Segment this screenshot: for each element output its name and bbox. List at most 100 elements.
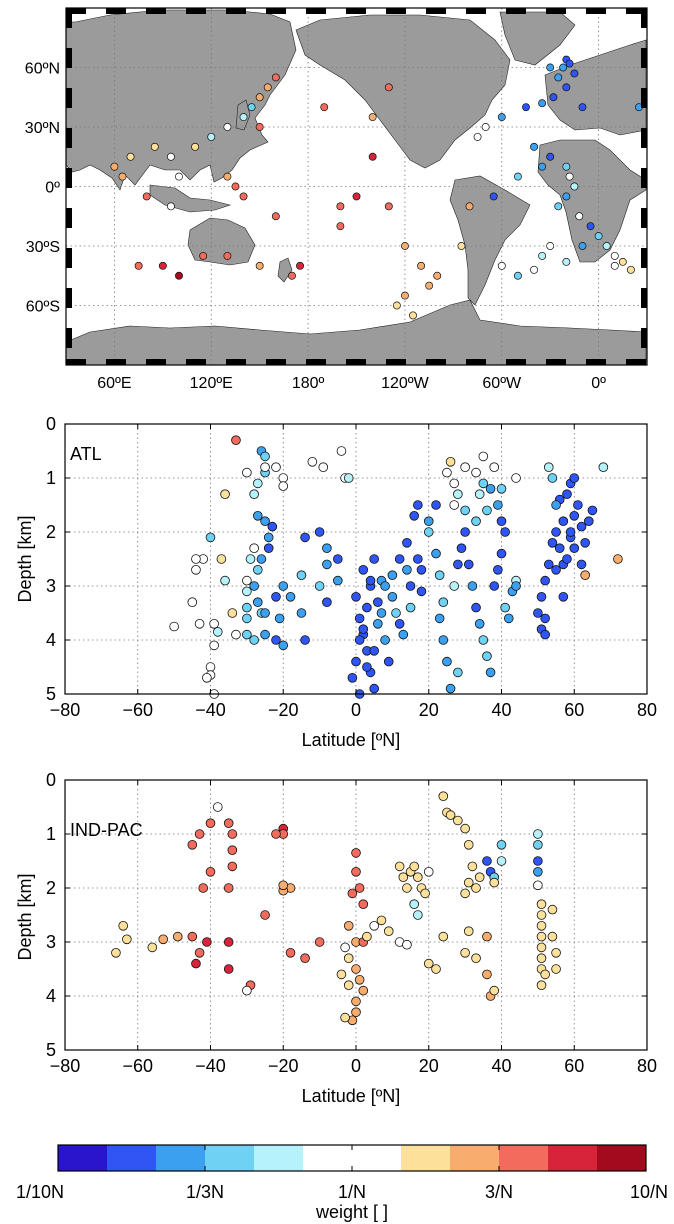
atl-data-point bbox=[373, 597, 383, 607]
atl-data-point bbox=[394, 618, 405, 629]
atl-data-point bbox=[434, 570, 445, 580]
atl-data-point bbox=[540, 629, 550, 640]
atl-data-point bbox=[569, 510, 580, 521]
indpac-data-point bbox=[423, 866, 434, 877]
atl-data-point bbox=[278, 581, 289, 591]
indpac-data-point bbox=[536, 910, 547, 920]
map-border-segment bbox=[66, 8, 72, 28]
atl-data-point bbox=[383, 656, 394, 667]
indpac-data-point bbox=[347, 888, 358, 899]
atl-data-point bbox=[358, 564, 369, 575]
atl-data-point bbox=[438, 597, 449, 607]
atl-data-point bbox=[380, 635, 390, 645]
atl-data-point bbox=[423, 527, 434, 537]
atl-data-point bbox=[274, 613, 285, 624]
colorbar-label: weight [ ] bbox=[315, 1202, 388, 1222]
indpac-data-point bbox=[453, 815, 463, 826]
atl-data-point bbox=[576, 559, 587, 570]
atl-data-point bbox=[482, 651, 492, 661]
map-border-segment bbox=[146, 359, 166, 365]
map-border-segment bbox=[586, 359, 606, 365]
indpac-data-point bbox=[536, 980, 547, 990]
indpac-data-point bbox=[369, 920, 379, 931]
atl-data-point bbox=[387, 570, 398, 580]
atl-data-point bbox=[249, 581, 259, 591]
atl-data-point bbox=[576, 521, 587, 532]
atl-x-tick-label: 0 bbox=[351, 700, 361, 720]
indpac-data-point bbox=[482, 969, 492, 980]
atl-data-point bbox=[587, 505, 598, 516]
atl-y-tick-label: 3 bbox=[46, 576, 56, 596]
map-data-point bbox=[549, 93, 558, 102]
atl-data-point bbox=[474, 618, 485, 629]
map-border-segment bbox=[641, 88, 647, 108]
atl-data-point bbox=[322, 597, 332, 607]
atl-data-point bbox=[373, 618, 383, 629]
atl-x-tick-label: 80 bbox=[637, 700, 657, 720]
indpac-data-point bbox=[409, 899, 420, 909]
map-data-point bbox=[255, 261, 264, 270]
indpac-data-point bbox=[536, 899, 547, 909]
atl-data-point bbox=[583, 516, 594, 526]
atl-data-point bbox=[449, 478, 460, 489]
map-tick-labels: 60ºE 120ºE 180º 120ºW 60ºW 0º 60ºN 30ºN 0º 30ºS 60… bbox=[25, 60, 606, 392]
atl-y-tick-label: 5 bbox=[46, 684, 56, 704]
map-data-point bbox=[457, 242, 466, 250]
map-border-segment bbox=[66, 359, 86, 365]
atl-data-point bbox=[256, 554, 267, 564]
atl-data-point bbox=[260, 451, 270, 462]
atl-data-point bbox=[209, 640, 219, 651]
atl-data-point bbox=[453, 559, 463, 570]
map-data-point bbox=[417, 261, 426, 270]
atl-data-point bbox=[558, 591, 569, 602]
atl-data-point bbox=[540, 613, 550, 624]
indpac-data-point bbox=[351, 848, 361, 858]
atl-data-point bbox=[271, 635, 281, 645]
map-border-segment bbox=[546, 359, 566, 365]
atl-data-point bbox=[242, 629, 252, 640]
atl-data-point bbox=[351, 656, 361, 667]
atl-y-tick-label: 1 bbox=[46, 468, 56, 488]
map-border-segment bbox=[66, 8, 86, 14]
atl-data-point bbox=[453, 489, 463, 500]
atl-data-point bbox=[402, 564, 412, 575]
map-border-segment bbox=[426, 8, 446, 14]
atl-x-tick-label: −80 bbox=[50, 700, 81, 720]
atl-data-point bbox=[540, 575, 550, 586]
atl-data-point bbox=[449, 581, 460, 591]
map-border-segment bbox=[466, 8, 486, 14]
map-data-point bbox=[465, 202, 474, 211]
atl-data-point bbox=[260, 608, 270, 618]
atl-data-point bbox=[438, 635, 449, 645]
atl-y-tick-label: 4 bbox=[46, 630, 56, 650]
indpac-data-point bbox=[351, 866, 361, 877]
atl-data-point bbox=[260, 516, 270, 526]
atl-data-point bbox=[249, 489, 259, 500]
map-data-point bbox=[368, 152, 377, 161]
indpac-data-point bbox=[205, 866, 216, 877]
map-data-point bbox=[602, 242, 611, 250]
map-border-segment bbox=[66, 208, 72, 228]
indpac-y-tick-label: 4 bbox=[46, 986, 56, 1006]
indpac-data-point bbox=[533, 856, 543, 866]
land-masses bbox=[65, 9, 647, 366]
map-border-segment bbox=[226, 8, 246, 14]
atl-data-point bbox=[445, 683, 456, 694]
map-border-segment bbox=[306, 8, 326, 14]
indpac-data-point bbox=[431, 964, 441, 974]
map-data-point bbox=[578, 242, 587, 250]
indpac-x-tick-label: 40 bbox=[491, 1056, 511, 1076]
atl-data-point bbox=[598, 462, 609, 473]
atl-data-point bbox=[562, 554, 572, 564]
atl-data-point bbox=[503, 613, 514, 624]
indpac-data-point bbox=[489, 877, 500, 888]
atl-data-point bbox=[369, 645, 379, 656]
atl-data-point bbox=[482, 505, 492, 516]
indpac-data-point bbox=[533, 829, 543, 839]
indpac-data-point bbox=[351, 1007, 361, 1017]
indpac-data-point bbox=[118, 920, 128, 931]
atl-data-point bbox=[333, 575, 343, 586]
map-data-point bbox=[368, 113, 377, 122]
indpac-data-point bbox=[122, 934, 132, 945]
map-data-point bbox=[336, 222, 345, 231]
